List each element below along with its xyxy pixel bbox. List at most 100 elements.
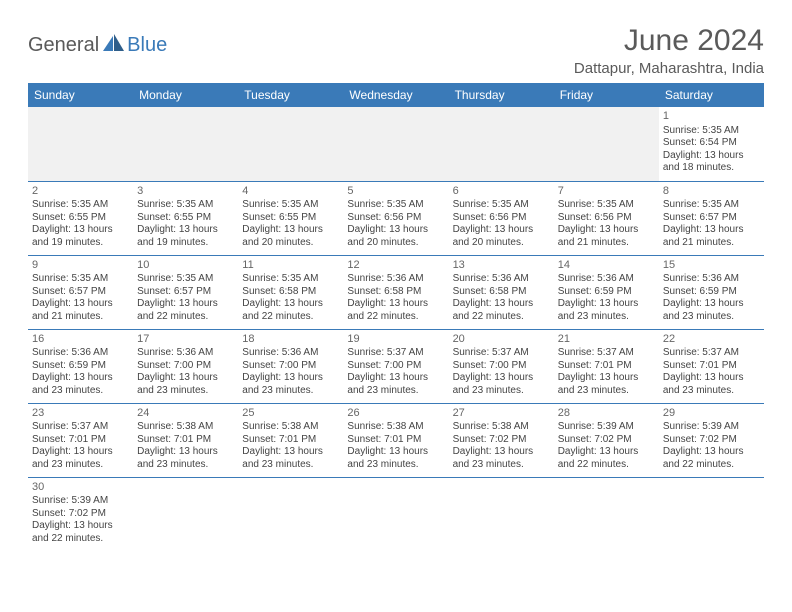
calendar-cell: 7Sunrise: 5:35 AMSunset: 6:56 PMDaylight… (554, 181, 659, 255)
daylight-text: Daylight: 13 hours (242, 298, 339, 311)
daylight-text: Daylight: 13 hours (347, 224, 444, 237)
calendar-cell: 23Sunrise: 5:37 AMSunset: 7:01 PMDayligh… (28, 403, 133, 477)
daylight-text: Daylight: 13 hours (663, 446, 760, 459)
sunset-text: Sunset: 7:02 PM (32, 508, 129, 521)
sunset-text: Sunset: 7:00 PM (242, 360, 339, 373)
sunset-text: Sunset: 6:54 PM (663, 137, 760, 150)
sunset-text: Sunset: 6:57 PM (32, 286, 129, 299)
day-number: 17 (137, 333, 234, 347)
day-number: 16 (32, 333, 129, 347)
day-number: 15 (663, 259, 760, 273)
calendar-cell: 21Sunrise: 5:37 AMSunset: 7:01 PMDayligh… (554, 329, 659, 403)
daylight-text: and 23 minutes. (32, 385, 129, 398)
sunrise-text: Sunrise: 5:37 AM (32, 421, 129, 434)
calendar-cell: 24Sunrise: 5:38 AMSunset: 7:01 PMDayligh… (133, 403, 238, 477)
day-number: 23 (32, 407, 129, 421)
daylight-text: Daylight: 13 hours (663, 150, 760, 163)
day-number: 5 (347, 185, 444, 199)
day-number: 2 (32, 185, 129, 199)
sunrise-text: Sunrise: 5:35 AM (347, 199, 444, 212)
sunset-text: Sunset: 6:58 PM (347, 286, 444, 299)
calendar-cell: 5Sunrise: 5:35 AMSunset: 6:56 PMDaylight… (343, 181, 448, 255)
calendar-cell (133, 107, 238, 181)
day-number: 19 (347, 333, 444, 347)
sunset-text: Sunset: 6:56 PM (453, 212, 550, 225)
sunrise-text: Sunrise: 5:38 AM (137, 421, 234, 434)
calendar-cell: 8Sunrise: 5:35 AMSunset: 6:57 PMDaylight… (659, 181, 764, 255)
sunset-text: Sunset: 6:57 PM (663, 212, 760, 225)
sunset-text: Sunset: 6:57 PM (137, 286, 234, 299)
daylight-text: and 21 minutes. (32, 311, 129, 324)
sunset-text: Sunset: 7:00 PM (347, 360, 444, 373)
sunset-text: Sunset: 7:00 PM (137, 360, 234, 373)
brand-text-1: General (28, 34, 99, 57)
sunset-text: Sunset: 7:01 PM (242, 434, 339, 447)
day-number: 7 (558, 185, 655, 199)
daylight-text: Daylight: 13 hours (558, 298, 655, 311)
daylight-text: Daylight: 13 hours (32, 224, 129, 237)
col-thursday: Thursday (449, 83, 554, 107)
day-number: 20 (453, 333, 550, 347)
sunrise-text: Sunrise: 5:37 AM (453, 347, 550, 360)
sunset-text: Sunset: 6:55 PM (32, 212, 129, 225)
calendar-cell: 15Sunrise: 5:36 AMSunset: 6:59 PMDayligh… (659, 255, 764, 329)
daylight-text: and 22 minutes. (32, 533, 129, 546)
calendar-cell: 19Sunrise: 5:37 AMSunset: 7:00 PMDayligh… (343, 329, 448, 403)
calendar-cell (238, 477, 343, 551)
col-wednesday: Wednesday (343, 83, 448, 107)
daylight-text: and 22 minutes. (347, 311, 444, 324)
day-number: 4 (242, 185, 339, 199)
calendar-cell: 2Sunrise: 5:35 AMSunset: 6:55 PMDaylight… (28, 181, 133, 255)
sunset-text: Sunset: 7:01 PM (347, 434, 444, 447)
calendar-cell: 14Sunrise: 5:36 AMSunset: 6:59 PMDayligh… (554, 255, 659, 329)
day-number: 14 (558, 259, 655, 273)
day-number: 12 (347, 259, 444, 273)
day-number: 24 (137, 407, 234, 421)
daylight-text: Daylight: 13 hours (32, 520, 129, 533)
daylight-text: and 22 minutes. (558, 459, 655, 472)
daylight-text: and 23 minutes. (137, 385, 234, 398)
calendar-cell (343, 477, 448, 551)
calendar-cell (449, 477, 554, 551)
sunrise-text: Sunrise: 5:35 AM (137, 273, 234, 286)
sunrise-text: Sunrise: 5:37 AM (663, 347, 760, 360)
daylight-text: and 23 minutes. (453, 385, 550, 398)
daylight-text: and 20 minutes. (242, 237, 339, 250)
sunset-text: Sunset: 6:59 PM (558, 286, 655, 299)
daylight-text: Daylight: 13 hours (347, 446, 444, 459)
sunset-text: Sunset: 6:58 PM (453, 286, 550, 299)
sunrise-text: Sunrise: 5:35 AM (137, 199, 234, 212)
col-sunday: Sunday (28, 83, 133, 107)
sunset-text: Sunset: 7:01 PM (137, 434, 234, 447)
sunrise-text: Sunrise: 5:39 AM (663, 421, 760, 434)
sunset-text: Sunset: 7:01 PM (558, 360, 655, 373)
daylight-text: Daylight: 13 hours (137, 372, 234, 385)
day-number: 28 (558, 407, 655, 421)
calendar-cell: 1Sunrise: 5:35 AMSunset: 6:54 PMDaylight… (659, 107, 764, 181)
day-number: 9 (32, 259, 129, 273)
daylight-text: and 23 minutes. (137, 459, 234, 472)
col-tuesday: Tuesday (238, 83, 343, 107)
calendar-cell (659, 477, 764, 551)
daylight-text: and 19 minutes. (32, 237, 129, 250)
day-number: 11 (242, 259, 339, 273)
calendar-cell: 28Sunrise: 5:39 AMSunset: 7:02 PMDayligh… (554, 403, 659, 477)
calendar-cell: 26Sunrise: 5:38 AMSunset: 7:01 PMDayligh… (343, 403, 448, 477)
daylight-text: and 22 minutes. (453, 311, 550, 324)
sunrise-text: Sunrise: 5:35 AM (32, 199, 129, 212)
daylight-text: and 20 minutes. (347, 237, 444, 250)
calendar-row: 30Sunrise: 5:39 AMSunset: 7:02 PMDayligh… (28, 477, 764, 551)
header: General Blue June 2024 Dattapur, Maharas… (28, 24, 764, 77)
calendar-cell (554, 107, 659, 181)
calendar-cell: 13Sunrise: 5:36 AMSunset: 6:58 PMDayligh… (449, 255, 554, 329)
calendar-cell: 16Sunrise: 5:36 AMSunset: 6:59 PMDayligh… (28, 329, 133, 403)
calendar-row: 23Sunrise: 5:37 AMSunset: 7:01 PMDayligh… (28, 403, 764, 477)
daylight-text: and 21 minutes. (558, 237, 655, 250)
calendar-cell: 12Sunrise: 5:36 AMSunset: 6:58 PMDayligh… (343, 255, 448, 329)
daylight-text: and 23 minutes. (558, 385, 655, 398)
sunrise-text: Sunrise: 5:38 AM (347, 421, 444, 434)
sunset-text: Sunset: 7:02 PM (558, 434, 655, 447)
daylight-text: Daylight: 13 hours (137, 298, 234, 311)
daylight-text: and 23 minutes. (558, 311, 655, 324)
daylight-text: Daylight: 13 hours (558, 446, 655, 459)
